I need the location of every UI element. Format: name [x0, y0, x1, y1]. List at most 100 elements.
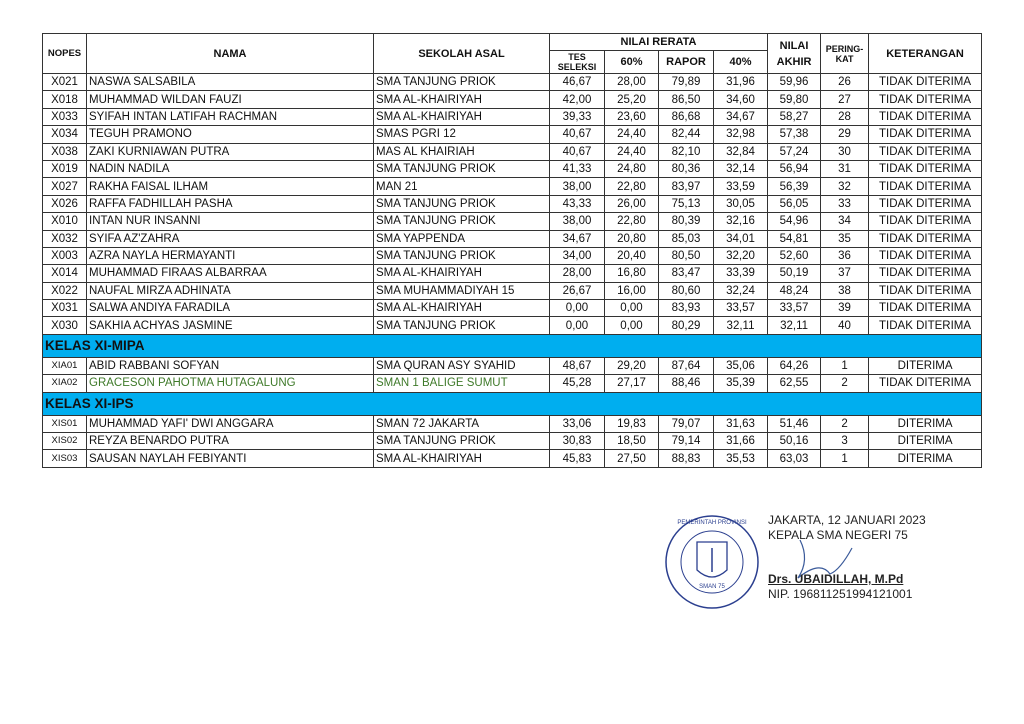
cell-rapor: 82,10 — [658, 142, 714, 161]
cell-keterangan: DITERIMA — [868, 414, 983, 434]
cell-nopes: X033 — [42, 107, 87, 127]
cell-tes-seleksi: 45,83 — [549, 449, 605, 468]
table-row: X014 MUHAMMAD FIRAAS ALBARRAA SMA AL-KHAIR… — [42, 264, 983, 283]
cell-nilai-60: 19,83 — [604, 414, 659, 434]
header-40: 40% — [712, 50, 769, 74]
cell-nilai-60: 25,20 — [604, 90, 659, 109]
cell-peringkat: 26 — [820, 72, 870, 92]
header-sekolah: SEKOLAH ASAL — [373, 33, 550, 74]
header-60: 60% — [604, 50, 659, 74]
cell-nilai-60: 27,17 — [604, 374, 659, 393]
cell-tes-seleksi: 0,00 — [549, 316, 605, 335]
cell-nilai-40: 31,66 — [712, 432, 769, 451]
section-title: KELAS XI-MIPA — [41, 333, 983, 358]
cell-rapor: 82,44 — [658, 125, 714, 144]
cell-sekolah: SMA TANJUNG PRIOK — [373, 432, 550, 451]
cell-nama: RAFFA FADHILLAH PASHA — [86, 194, 374, 214]
cell-nopes: X010 — [42, 212, 87, 231]
cell-nopes: X019 — [42, 159, 87, 179]
cell-tes-seleksi: 30,83 — [549, 432, 605, 451]
cell-keterangan: DITERIMA — [868, 449, 983, 468]
cell-keterangan: TIDAK DITERIMA — [868, 316, 983, 335]
cell-nama: SALWA ANDIYA FARADILA — [86, 299, 374, 318]
cell-nilai-60: 24,40 — [604, 125, 659, 144]
cell-sekolah: SMA TANJUNG PRIOK — [373, 72, 550, 92]
cell-nopes: X031 — [42, 299, 87, 318]
cell-nilai-akhir: 32,11 — [767, 316, 822, 335]
cell-nopes: X030 — [42, 316, 87, 335]
signer-nip: NIP. 196811251994121001 — [768, 586, 913, 601]
cell-nopes: X018 — [42, 90, 87, 109]
cell-nilai-akhir: 59,80 — [767, 90, 822, 109]
cell-keterangan: TIDAK DITERIMA — [868, 229, 983, 248]
cell-peringkat: 35 — [820, 229, 870, 248]
table-row: XIS02 REYZA BENARDO PUTRA SMA TANJUNG PRIO… — [42, 432, 983, 451]
cell-nilai-60: 0,00 — [604, 316, 659, 335]
cell-rapor: 80,36 — [658, 159, 714, 179]
cell-peringkat: 27 — [820, 90, 870, 109]
cell-nopes: X026 — [42, 194, 87, 214]
cell-tes-seleksi: 39,33 — [549, 107, 605, 127]
cell-nilai-40: 30,05 — [712, 194, 769, 214]
cell-tes-seleksi: 0,00 — [549, 299, 605, 318]
cell-rapor: 80,50 — [658, 246, 714, 266]
section-title: KELAS XI-IPS — [41, 391, 983, 416]
cell-nilai-akhir: 57,38 — [767, 125, 822, 144]
cell-nopes: XIS03 — [42, 449, 87, 468]
cell-sekolah: SMA TANJUNG PRIOK — [373, 316, 550, 335]
cell-nilai-60: 24,40 — [604, 142, 659, 161]
cell-nilai-60: 20,80 — [604, 229, 659, 248]
cell-peringkat: 39 — [820, 299, 870, 318]
header-peringkat: PERING- KAT — [820, 33, 870, 74]
cell-tes-seleksi: 38,00 — [549, 212, 605, 231]
cell-sekolah: SMA MUHAMMADIYAH 15 — [373, 281, 550, 301]
cell-sekolah: SMA AL-KHAIRIYAH — [373, 299, 550, 318]
cell-nilai-akhir: 63,03 — [767, 449, 822, 468]
cell-nilai-60: 24,80 — [604, 159, 659, 179]
cell-nilai-akhir: 62,55 — [767, 374, 822, 393]
cell-tes-seleksi: 42,00 — [549, 90, 605, 109]
cell-peringkat: 2 — [820, 414, 870, 434]
cell-nilai-60: 28,00 — [604, 72, 659, 92]
cell-sekolah: SMA AL-KHAIRIYAH — [373, 449, 550, 468]
cell-nopes: X027 — [42, 177, 87, 196]
table-row: X026 RAFFA FADHILLAH PASHA SMA TANJUNG PRI… — [42, 194, 983, 214]
cell-nama: ZAKI KURNIAWAN PUTRA — [86, 142, 374, 161]
cell-nama: SAUSAN NAYLAH FEBIYANTI — [86, 449, 374, 468]
cell-nilai-60: 18,50 — [604, 432, 659, 451]
cell-nilai-60: 20,40 — [604, 246, 659, 266]
cell-nama: MUHAMMAD FIRAAS ALBARRAA — [86, 264, 374, 283]
cell-keterangan: DITERIMA — [868, 356, 983, 376]
cell-nilai-40: 35,06 — [712, 356, 769, 376]
cell-sekolah: SMA TANJUNG PRIOK — [373, 246, 550, 266]
cell-nopes: XIA01 — [42, 356, 87, 376]
header-tes-seleksi: TES SELEKSI — [549, 50, 605, 74]
cell-keterangan: TIDAK DITERIMA — [868, 90, 983, 109]
cell-keterangan: TIDAK DITERIMA — [868, 299, 983, 318]
cell-rapor: 83,97 — [658, 177, 714, 196]
cell-keterangan: TIDAK DITERIMA — [868, 246, 983, 266]
cell-nilai-40: 33,39 — [712, 264, 769, 283]
cell-nilai-60: 29,20 — [604, 356, 659, 376]
cell-sekolah: SMA AL-KHAIRIYAH — [373, 264, 550, 283]
cell-sekolah: SMA TANJUNG PRIOK — [373, 159, 550, 179]
cell-nama: NADIN NADILA — [86, 159, 374, 179]
cell-sekolah: SMA AL-KHAIRIYAH — [373, 107, 550, 127]
header-nopes: NOPES — [42, 33, 87, 74]
cell-nilai-akhir: 52,60 — [767, 246, 822, 266]
cell-nilai-akhir: 48,24 — [767, 281, 822, 301]
cell-tes-seleksi: 33,06 — [549, 414, 605, 434]
cell-rapor: 80,60 — [658, 281, 714, 301]
cell-tes-seleksi: 43,33 — [549, 194, 605, 214]
cell-nopes: XIS01 — [42, 414, 87, 434]
cell-keterangan: TIDAK DITERIMA — [868, 177, 983, 196]
table-row: X034 TEGUH PRAMONO SMAS PGRI 12 40,67 24,40 8… — [42, 125, 983, 144]
table-row: X003 AZRA NAYLA HERMAYANTI SMA TANJUNG PRI… — [42, 246, 983, 266]
cell-nopes: X034 — [42, 125, 87, 144]
section-header: KELAS XI-IPS — [41, 391, 983, 416]
cell-nama: MUHAMMAD YAFI' DWI ANGGARA — [86, 414, 374, 434]
cell-keterangan: TIDAK DITERIMA — [868, 72, 983, 92]
cell-nilai-40: 32,84 — [712, 142, 769, 161]
header-nama: NAMA — [86, 33, 374, 74]
cell-nilai-40: 32,14 — [712, 159, 769, 179]
